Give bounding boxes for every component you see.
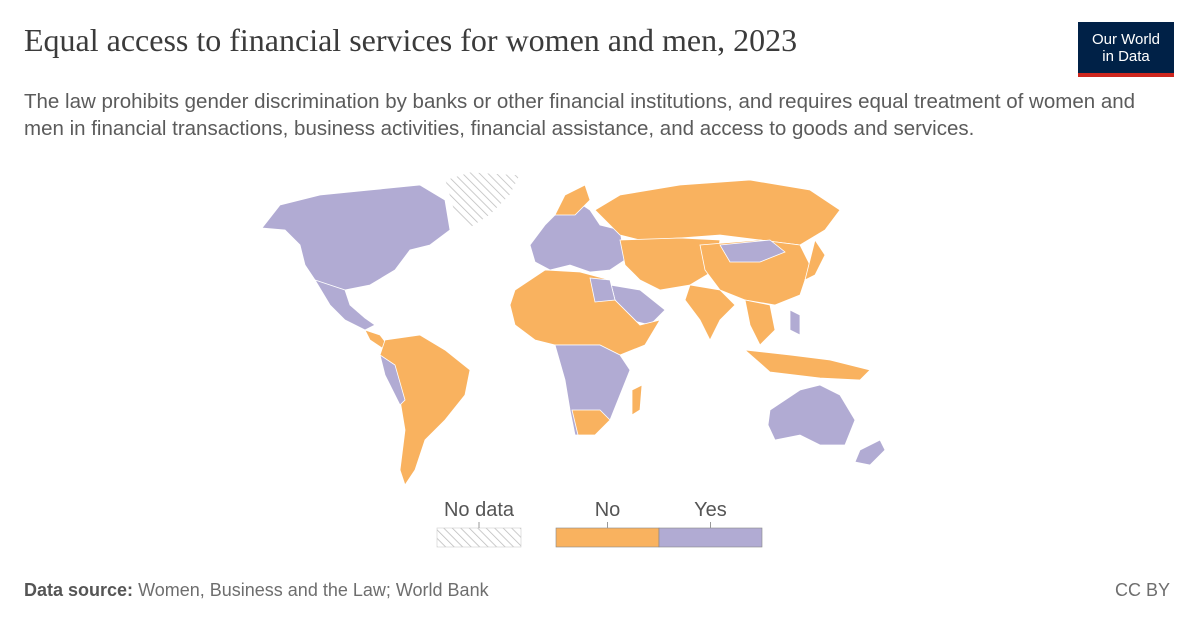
legend-swatch bbox=[555, 527, 660, 548]
new-zealand[interactable] bbox=[854, 439, 886, 466]
mexico[interactable] bbox=[314, 279, 376, 331]
legend-swatch bbox=[658, 527, 763, 548]
philippines[interactable] bbox=[789, 309, 801, 336]
source-label: Data source: bbox=[24, 580, 134, 600]
india[interactable] bbox=[684, 284, 736, 341]
japan[interactable] bbox=[804, 239, 826, 281]
source-text[interactable]: Women, Business and the Law; World Bank bbox=[138, 580, 489, 600]
andes[interactable] bbox=[379, 354, 406, 406]
madagascar[interactable] bbox=[631, 384, 643, 416]
source: Data source: Women, Business and the Law… bbox=[24, 580, 489, 601]
legend: No data No Yes bbox=[436, 499, 763, 548]
north-america[interactable] bbox=[261, 184, 451, 306]
logo[interactable]: Our World in Data bbox=[1078, 22, 1174, 77]
scandinavia[interactable] bbox=[554, 184, 591, 216]
legend-swatch bbox=[436, 527, 522, 548]
legend-label: No bbox=[595, 499, 621, 521]
australia[interactable] bbox=[767, 384, 856, 446]
russia[interactable] bbox=[594, 179, 841, 246]
title: Equal access to financial services for w… bbox=[24, 22, 798, 58]
south-america[interactable] bbox=[379, 334, 471, 486]
egypt[interactable] bbox=[589, 277, 616, 303]
greenland[interactable] bbox=[444, 171, 521, 229]
license[interactable]: CC BY bbox=[1114, 580, 1170, 600]
south-africa[interactable] bbox=[571, 409, 611, 436]
logo-line: Our World bbox=[1091, 31, 1161, 48]
legend-label: No data bbox=[444, 499, 515, 521]
mongolia[interactable] bbox=[719, 239, 786, 263]
indonesia[interactable] bbox=[743, 349, 871, 381]
subtitle: The law prohibits gender discrimination … bbox=[24, 90, 1136, 140]
north-africa[interactable] bbox=[509, 269, 661, 356]
southeast-asia[interactable] bbox=[744, 299, 776, 346]
logo-line: in Data bbox=[1102, 48, 1150, 65]
legend-label: Yes bbox=[694, 499, 727, 521]
